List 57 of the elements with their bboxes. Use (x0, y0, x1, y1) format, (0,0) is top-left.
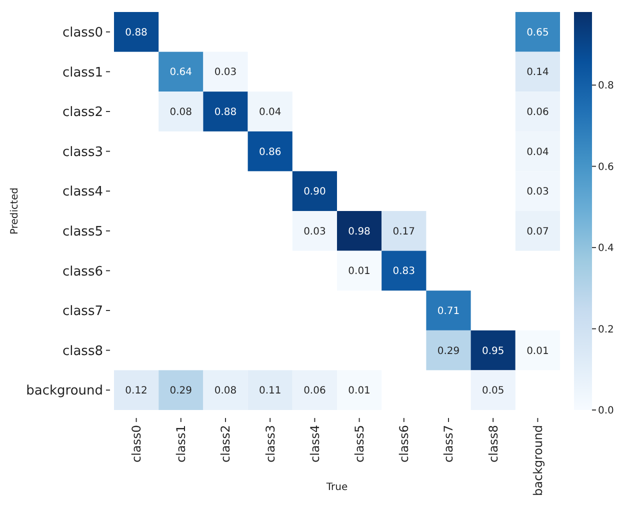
data-label: 0.11 (258, 386, 282, 397)
color-bar-label: 0.6 (598, 162, 614, 173)
data-label: 0.01 (526, 346, 549, 357)
data-label: 0.64 (170, 67, 192, 78)
data-label: 0.88 (214, 107, 237, 118)
data-label: 0.03 (214, 67, 237, 78)
data-label: 0.12 (125, 386, 148, 397)
y-tick-label: class4 (62, 184, 103, 200)
y-axis-title: Predicted (10, 188, 21, 234)
data-label: 0.06 (526, 107, 549, 118)
data-label: 0.83 (392, 266, 416, 278)
x-tick-label: class3 (263, 425, 278, 462)
data-label: 0.90 (304, 186, 326, 198)
data-label: 0.08 (170, 107, 192, 118)
y-tick-label: class5 (62, 224, 103, 240)
y-tick-label: class3 (62, 144, 103, 160)
data-label: 0.03 (304, 226, 326, 238)
color-bar-label: 0.2 (598, 324, 614, 336)
data-label: 0.07 (526, 226, 549, 238)
data-label: 0.04 (258, 107, 282, 118)
data-label: 0.03 (526, 186, 549, 198)
y-tick-label: class0 (62, 25, 103, 40)
data-label: 0.29 (437, 346, 460, 357)
y-tick-label: class6 (62, 264, 103, 280)
y-tick-label: class1 (62, 65, 103, 80)
data-label: 0.88 (125, 27, 148, 38)
x-tick-label: class6 (397, 425, 412, 462)
color-bar-label: 0.0 (598, 406, 614, 416)
data-label: 0.01 (348, 386, 370, 397)
data-label: 0.95 (482, 346, 504, 357)
data-label: 0.98 (348, 226, 370, 238)
data-label: 0.71 (437, 306, 460, 317)
data-label: 0.65 (526, 27, 549, 38)
x-axis-title: True (325, 482, 348, 493)
x-tick-label: class4 (308, 425, 322, 462)
data-label: 0.05 (482, 386, 504, 397)
x-tick-label: class0 (130, 425, 144, 462)
color-bar-label: 0.4 (598, 243, 614, 254)
y-tick-label: class7 (62, 304, 103, 320)
x-tick-label: class1 (174, 425, 188, 462)
x-tick-label: class2 (218, 425, 233, 462)
y-tick-label: background (26, 384, 103, 399)
data-label: 0.08 (214, 386, 237, 397)
data-label: 0.04 (526, 146, 549, 158)
data-label: 0.29 (170, 386, 192, 397)
x-tick-label: class8 (486, 425, 500, 462)
color-bar-label: 0.8 (598, 80, 614, 92)
data-label: 0.86 (258, 146, 282, 158)
y-tick-label: class2 (62, 105, 103, 120)
data-label: 0.06 (304, 386, 326, 397)
x-tick-label: background (530, 425, 545, 496)
x-tick-label: class5 (352, 425, 366, 462)
x-tick-label: class7 (442, 425, 456, 462)
data-label: 0.01 (348, 266, 370, 278)
data-label: 0.14 (526, 67, 549, 78)
data-label: 0.17 (392, 226, 416, 238)
y-tick-label: class8 (62, 344, 103, 359)
